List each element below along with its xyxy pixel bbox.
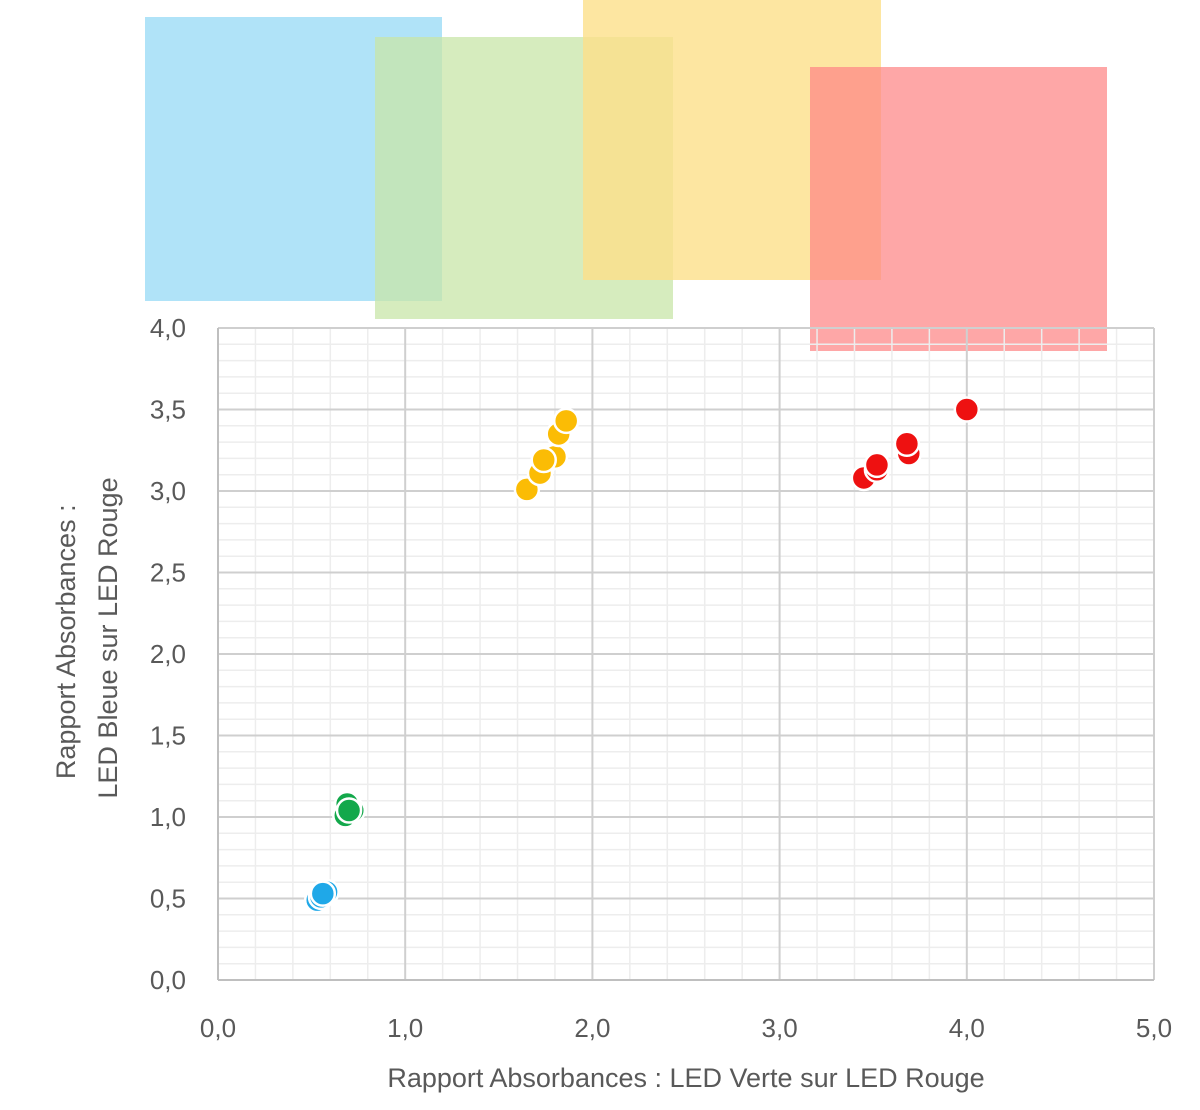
y-tick-label: 1,5 bbox=[150, 721, 186, 751]
y-tick-label: 4,0 bbox=[150, 313, 186, 343]
data-point-series-1 bbox=[309, 880, 337, 907]
x-tick-label: 4,0 bbox=[949, 1013, 985, 1043]
color-swatch-4 bbox=[810, 67, 1107, 351]
color-swatches bbox=[145, 0, 1107, 351]
x-tick-label: 5,0 bbox=[1136, 1013, 1172, 1043]
y-tick-label: 2,5 bbox=[150, 558, 186, 588]
y-tick-label: 3,0 bbox=[150, 476, 186, 506]
x-axis-title: Rapport Absorbances : LED Verte sur LED … bbox=[387, 1063, 984, 1093]
data-point-series-4 bbox=[863, 451, 891, 479]
y-tick-label: 1,0 bbox=[150, 802, 186, 832]
y-axis-title-line-1: Rapport Absorbances : bbox=[51, 504, 81, 779]
y-axis-tick-labels: 0,0 0,5 1,0 1,5 2,0 2,5 3,0 3,5 4,0 bbox=[150, 313, 186, 995]
x-axis-tick-labels: 0,0 1,0 2,0 3,0 4,0 5,0 bbox=[200, 1013, 1172, 1043]
y-axis-title: Rapport Absorbances : LED Bleue sur LED … bbox=[51, 477, 123, 798]
data-point-series-3 bbox=[530, 446, 557, 474]
x-tick-label: 2,0 bbox=[574, 1013, 610, 1043]
x-tick-label: 3,0 bbox=[762, 1013, 798, 1043]
y-tick-label: 2,0 bbox=[150, 639, 186, 669]
data-point-series-3 bbox=[552, 407, 580, 435]
y-tick-label: 3,5 bbox=[150, 395, 186, 425]
data-point-series-4 bbox=[893, 430, 921, 457]
data-point-series-2 bbox=[335, 797, 363, 824]
x-tick-label: 1,0 bbox=[387, 1013, 423, 1043]
data-point-series-4 bbox=[953, 396, 981, 423]
data-points bbox=[303, 396, 981, 914]
x-tick-label: 0,0 bbox=[200, 1013, 236, 1043]
y-tick-label: 0,5 bbox=[150, 884, 186, 914]
y-axis-title-line-2: LED Bleue sur LED Rouge bbox=[93, 477, 123, 798]
y-tick-label: 0,0 bbox=[150, 965, 186, 995]
major-gridlines bbox=[217, 327, 1155, 981]
